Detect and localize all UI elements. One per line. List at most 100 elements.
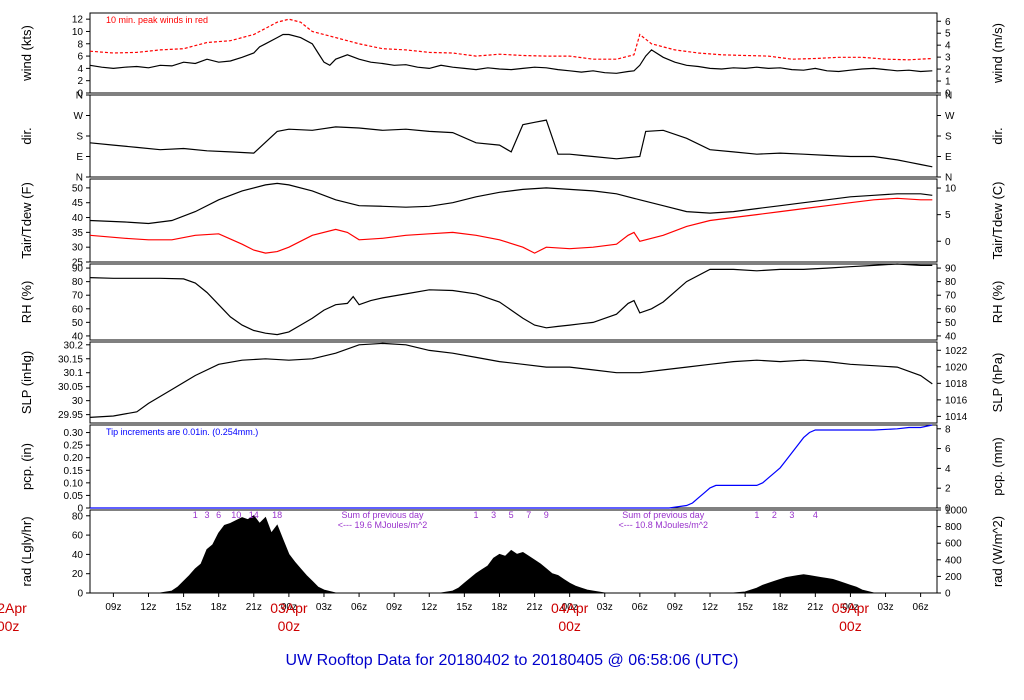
right-tick-label: 6 (945, 444, 951, 455)
left-tick-label: 30.2 (64, 340, 84, 351)
day-time-label: 00z (839, 618, 862, 634)
time-tick-label: 09z (667, 602, 683, 613)
left-tick-label: 40 (72, 331, 84, 342)
right-tick-label: 50 (945, 318, 957, 329)
time-tick-label: 21z (807, 602, 823, 613)
solar-hour-marker: 7 (526, 510, 531, 520)
time-tick-label: 00z (562, 602, 578, 613)
right-tick-label: 5 (945, 210, 951, 221)
left-tick-label: 45 (72, 198, 84, 209)
series-line-0 (89, 342, 933, 418)
time-tick-label: 03z (316, 602, 332, 613)
time-tick-label: 06z (913, 602, 929, 613)
day-date-label: 03Apr (270, 600, 308, 616)
series-line-0 (89, 33, 933, 74)
left-tick-label: 0.30 (64, 428, 84, 439)
left-tick-label: 0.10 (64, 478, 84, 489)
left-tick-label: 30 (72, 396, 84, 407)
solar-hour-marker: 1 (193, 510, 198, 520)
right-tick-label: 4 (945, 41, 951, 52)
y-axis-label: SLP (inHg) (19, 351, 34, 414)
panel-3: 40 50 60 70 80 90 40 50 60 70 80 90 RH (%) RH (%) (19, 263, 1005, 342)
solar-hour-marker: 14 (249, 510, 259, 520)
solar-hour-marker: 5 (509, 510, 514, 520)
right-tick-label: 60 (945, 304, 957, 315)
time-tick-label: 18z (491, 602, 507, 613)
day-time-label: 00z (558, 618, 581, 634)
left-tick-label: 60 (72, 531, 84, 542)
left-tick-label: 12 (72, 15, 84, 26)
time-tick-label: 09z (105, 602, 121, 613)
y-axis-label-right: dir. (990, 127, 1005, 144)
right-tick-label: 6 (945, 17, 951, 28)
right-tick-label: 1020 (945, 362, 968, 373)
solar-note-line1: Sum of previous day (341, 510, 424, 520)
right-tick-label: 8 (945, 424, 951, 435)
y-axis-label-right: Tair/Tdew (C) (990, 181, 1005, 259)
right-tick-label: 600 (945, 539, 962, 550)
left-tick-label: 29.95 (58, 410, 83, 421)
left-tick-label: 0.25 (64, 441, 84, 452)
day-date-label: 02Apr (0, 600, 27, 616)
panel-frame (89, 178, 938, 263)
right-tick-label: 1016 (945, 395, 968, 406)
left-tick-label: 30.1 (64, 368, 84, 379)
solar-hour-marker: 3 (204, 510, 209, 520)
solar-hour-marker: 10 (231, 510, 241, 520)
y-axis-label: pcp. (in) (19, 443, 34, 490)
left-tick-label: 0 (77, 504, 83, 515)
left-tick-label: 50 (72, 318, 84, 329)
y-axis-label-right: RH (%) (990, 281, 1005, 324)
panel-annotation: 10 min. peak winds in red (106, 15, 208, 25)
solar-hour-marker: 2 (772, 510, 777, 520)
left-tick-label: 0 (77, 589, 83, 600)
time-tick-label: 06z (351, 602, 367, 613)
left-tick-label: 70 (72, 291, 84, 302)
time-tick-label: 21z (246, 602, 262, 613)
right-tick-label: 40 (945, 331, 957, 342)
left-tick-label: 0 (77, 89, 83, 100)
right-tick-label: 400 (945, 555, 962, 566)
right-tick-label: 0 (945, 504, 951, 515)
left-tick-label: 30 (72, 243, 84, 254)
solar-hour-marker: 18 (272, 510, 282, 520)
y-axis-label-right: wind (m/s) (990, 23, 1005, 84)
chart-title: UW Rooftop Data for 20180402 to 20180405… (286, 652, 739, 669)
series-line-1 (89, 18, 933, 61)
time-tick-label: 15z (176, 602, 192, 613)
day-date-label: 04Apr (551, 600, 589, 616)
right-tick-label: 0 (945, 89, 951, 100)
right-tick-label: 90 (945, 264, 957, 275)
solar-note-line2: <--- 10.8 MJoules/m^2 (618, 520, 708, 530)
left-tick-label: 80 (72, 277, 84, 288)
solar-hour-marker: 3 (491, 510, 496, 520)
time-tick-label: 06z (632, 602, 648, 613)
right-tick-label: 80 (945, 277, 957, 288)
panel-frame (89, 424, 938, 509)
y-axis-label: rad (Lgly/hr) (19, 516, 34, 586)
panel-frame (89, 12, 938, 94)
y-axis-label: Tair/Tdew (F) (19, 182, 34, 259)
left-tick-label: 8 (77, 39, 83, 50)
solar-hour-marker: 1 (474, 510, 479, 520)
solar-hour-marker: 3 (789, 510, 794, 520)
day-date-label: 05Apr (832, 600, 870, 616)
solar-hour-marker: 9 (544, 510, 549, 520)
solar-hour-marker: 1 (754, 510, 759, 520)
right-tick-label: 5 (945, 29, 951, 40)
panel-frame (89, 341, 938, 424)
right-tick-label: N (945, 173, 952, 184)
solar-hour-marker: 4 (813, 510, 818, 520)
right-tick-label: 200 (945, 572, 962, 583)
y-axis-label: dir. (19, 127, 34, 144)
right-tick-label: N (945, 91, 952, 102)
series-line-0 (89, 119, 933, 168)
panel-frame (89, 94, 938, 178)
left-tick-label: W (74, 111, 84, 122)
series-area-0 (160, 515, 874, 594)
